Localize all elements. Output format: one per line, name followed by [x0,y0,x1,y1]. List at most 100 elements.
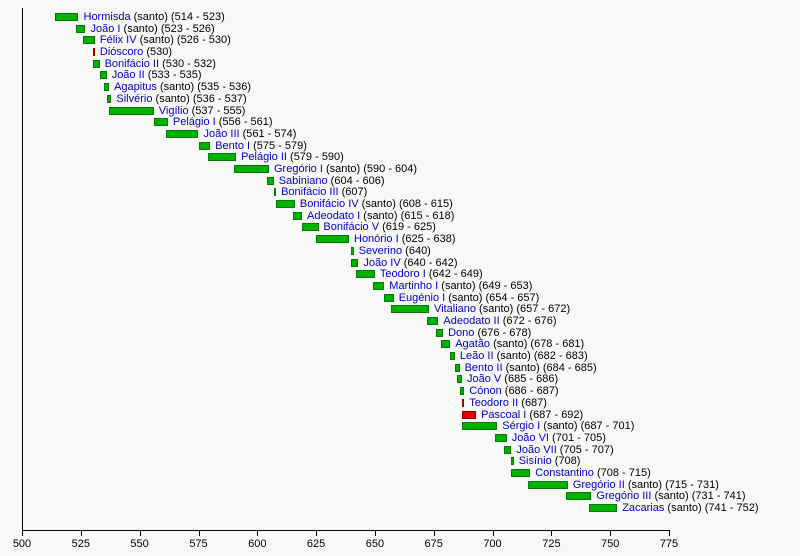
pope-label-detail: (santo) (715 - 731) [624,478,719,491]
pope-label-detail: (santo) (731 - 741) [651,490,746,503]
pope-name-link[interactable]: Félix IV [99,34,137,47]
pope-label-detail: (685 - 686) [501,373,559,386]
reign-bar [276,200,295,208]
reign-bar [302,223,319,232]
pope-name-link[interactable]: Sisínio [518,455,552,468]
pope-name-link[interactable]: Gregório I [274,163,323,175]
pope-row-label: Gregório I (santo) (590 - 604) [274,163,417,175]
pope-label-detail: (santo) (608 - 615) [358,198,453,210]
pope-name-link[interactable]: Adeodato II [443,314,500,327]
pope-name-link[interactable]: Dióscoro [99,46,144,59]
pope-name-link[interactable]: Zacarias [622,502,665,514]
pope-row-label: João VII (705 - 707) [516,444,613,456]
pope-name-link[interactable]: Gregório II [572,478,625,491]
pope-row-label: Sérgio I (santo) (687 - 701) [502,420,634,432]
x-axis-tick [551,531,553,536]
pope-label-detail: (708 - 715) [593,466,651,479]
reign-bar [109,106,154,115]
reign-bar [462,422,498,431]
pope-label-detail: (556 - 561) [215,116,273,129]
reign-bar [233,165,269,173]
pope-name-link[interactable]: Sabiniano [278,174,328,187]
pope-row-label: Teodoro I (642 - 649) [380,268,483,280]
reign-bar [266,176,274,185]
pope-name-link[interactable]: Bonifácio V [323,221,380,234]
pope-name-link[interactable]: Silvério [116,92,153,105]
reign-bar [99,71,107,80]
pope-row-label: João VI (701 - 705) [512,432,606,444]
pope-name-link[interactable]: João V [467,373,502,386]
reign-bar [436,328,444,337]
pope-name-link[interactable]: Vigílio [158,104,189,117]
pope-row-label: Silvério (santo) (536 - 537) [116,93,246,105]
pope-name-link[interactable]: João III [203,127,240,140]
x-axis-tick [374,531,376,536]
pope-name-link[interactable]: Adeodato I [307,209,361,222]
pope-name-link[interactable]: Severino [358,244,403,257]
pope-label-detail: (santo) (615 - 618) [360,209,455,222]
pope-name-link[interactable]: Leão II [459,350,494,362]
pope-row-label: Severino (640) [359,245,431,257]
pope-name-link[interactable]: Hormisda [83,11,131,23]
pope-name-link[interactable]: Bento I [215,139,251,152]
pope-label-detail: (santo) (654 - 657) [445,291,540,304]
pope-name-link[interactable]: Vitaliano [434,303,476,316]
pope-row-label: Agatão (santo) (678 - 681) [455,338,584,350]
pope-name-link[interactable]: Sérgio I [502,420,541,433]
pope-name-link[interactable]: Cónon [469,385,502,398]
pope-name-link[interactable]: Pelágio II [241,151,287,164]
pope-label-detail: (640 - 642) [400,256,458,269]
pope-label-detail: (701 - 705) [549,431,606,444]
pope-name-link[interactable]: Pascoal I [481,408,527,421]
pope-name-link[interactable]: Eugénio I [398,291,446,304]
reign-bar [356,270,375,279]
pope-row-label: Eugénio I (santo) (654 - 657) [399,292,540,304]
pope-name-link[interactable]: Pelágio I [172,116,216,129]
pope-name-link[interactable]: Honório I [354,233,399,246]
pope-label-detail: (530 - 532) [159,57,216,70]
pope-label-detail: (561 - 574) [239,127,297,140]
pope-name-link[interactable]: Bento II [464,361,503,374]
pope-name-link[interactable]: Agapitus [114,81,157,94]
x-axis-tick-label: 550 [130,538,149,550]
x-axis-tick-label: 725 [542,538,561,550]
x-axis-tick-label: 525 [71,538,90,550]
x-axis-tick [257,531,259,536]
pope-label-detail: (687) [518,396,547,409]
pope-name-link[interactable]: Teodoro II [469,396,519,409]
pope-row-label: Bonifácio II (530 - 532) [105,58,216,70]
antipope-reign-bar [92,48,95,57]
pope-label-detail: (santo) (687 - 701) [540,420,635,433]
pope-label-detail: (530) [143,46,173,59]
reign-bar [165,129,199,138]
pope-name-link[interactable]: Dono [448,326,475,339]
pope-name-link[interactable]: Martinho I [389,279,439,292]
pope-name-link[interactable]: Agatão [455,338,491,351]
reign-bar [273,188,277,197]
pope-name-link[interactable]: João II [111,69,145,82]
pope-name-link[interactable]: João VI [511,431,549,444]
reign-bar [565,492,592,501]
pope-name-link[interactable]: João VII [516,443,557,456]
reign-bar [589,504,618,512]
pope-label-detail: (607) [338,186,368,199]
pope-name-link[interactable]: João IV [363,256,401,269]
pope-row-label: Adeodato II (672 - 676) [443,315,556,327]
reign-bar [54,13,79,21]
pope-name-link[interactable]: Gregório III [596,490,652,503]
pope-name-link[interactable]: Bonifácio III [281,186,339,199]
x-axis-tick-label: 625 [306,538,326,550]
pope-label-detail: (533 - 535) [144,69,202,82]
x-axis-tick [492,531,494,536]
pope-row-label: Bonifácio III (607) [281,186,367,198]
antipope-reign-bar [462,398,465,407]
pope-name-link[interactable]: Teodoro I [379,268,426,281]
pope-row-label: Bento I (575 - 579) [215,140,307,152]
pope-row-label: Dono (676 - 678) [448,327,531,339]
pope-name-link[interactable]: Bonifácio II [104,57,160,70]
pope-name-link[interactable]: Constantino [535,466,594,479]
pope-name-link[interactable]: João I [90,22,121,35]
pope-row-label: Constantino (708 - 715) [535,467,651,479]
pope-name-link[interactable]: Bonifácio IV [299,198,359,210]
